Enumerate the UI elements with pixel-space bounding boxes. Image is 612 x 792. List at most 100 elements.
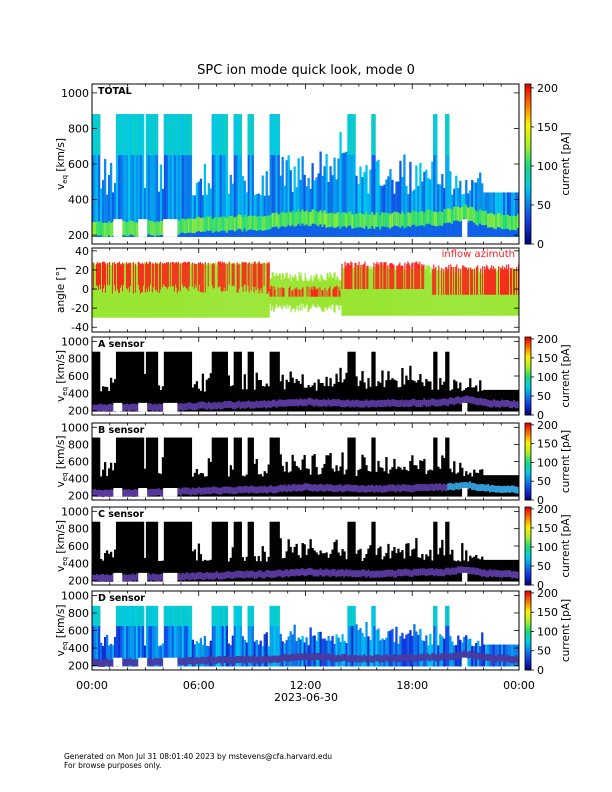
spectrogram-core xyxy=(355,213,358,228)
spectrogram-column xyxy=(399,160,402,237)
colorbar-cell xyxy=(525,352,531,356)
spectrogram-core xyxy=(211,656,215,664)
spectrogram-column xyxy=(281,374,284,412)
spectrogram-column xyxy=(117,351,121,412)
colorbar-cell xyxy=(525,385,531,389)
spectrogram-column xyxy=(231,385,234,412)
spectrogram-core xyxy=(467,651,470,659)
spectrogram-column xyxy=(263,551,266,582)
spectrogram-core xyxy=(397,654,400,662)
colorbar-cell xyxy=(525,461,531,464)
spectrogram-column xyxy=(441,384,444,412)
colorbar-cell xyxy=(525,492,531,495)
colorbar-cell xyxy=(525,490,531,493)
angle-sample xyxy=(386,265,388,316)
azimuth-sample xyxy=(179,263,181,292)
spectrogram-low xyxy=(213,231,217,237)
colorbar-cell xyxy=(525,622,531,626)
spectrogram-core xyxy=(327,653,330,661)
spectrogram-core xyxy=(265,401,268,409)
colorbar-cell xyxy=(525,608,531,612)
spectrogram-column xyxy=(351,437,354,497)
spectrogram-column xyxy=(159,390,163,412)
data-gap xyxy=(138,657,148,667)
spectrogram-core xyxy=(299,484,302,492)
spectrogram-core xyxy=(423,568,426,576)
angle-sample xyxy=(213,263,215,318)
azimuth-sample xyxy=(288,288,290,297)
azimuth-sample xyxy=(399,262,401,290)
spectrogram-high-band xyxy=(211,605,215,627)
spectrogram-column xyxy=(225,114,228,237)
spectrogram-core xyxy=(467,482,470,490)
spectrogram-core xyxy=(341,485,344,493)
spectrogram-core xyxy=(353,655,356,663)
spectrogram-high-band xyxy=(169,114,173,156)
spectrogram-core xyxy=(297,653,300,661)
spectrogram-column xyxy=(139,605,143,667)
angle-sample xyxy=(150,264,153,318)
data-gap xyxy=(163,488,178,497)
spectrogram-column xyxy=(281,465,284,497)
spectrogram-column xyxy=(509,389,512,412)
spectrogram-column xyxy=(233,437,236,497)
colorbar-cell xyxy=(525,473,531,476)
spectrogram-core xyxy=(451,483,454,491)
azimuth-sample xyxy=(104,263,107,293)
angle-sample xyxy=(384,269,386,316)
azimuth-sample xyxy=(292,289,294,297)
spectrogram-high-band xyxy=(217,605,221,627)
angle-sample xyxy=(166,264,169,318)
spectrogram-core xyxy=(479,397,482,405)
azimuth-sample xyxy=(202,264,204,293)
spectrogram-column xyxy=(227,193,230,237)
spectrogram-core xyxy=(301,484,304,492)
spectrogram-high-band xyxy=(151,114,155,156)
spectrogram-column xyxy=(131,114,135,237)
spectrogram-column xyxy=(479,172,482,237)
spectrogram-core xyxy=(92,489,95,497)
colorbar-cell xyxy=(525,592,531,596)
spectrogram-high-band xyxy=(147,605,151,627)
y-tick-label: 200 xyxy=(68,575,89,588)
spectrogram-core xyxy=(291,653,294,661)
spectrogram-column xyxy=(103,159,107,237)
spectrogram-high-band xyxy=(123,114,127,156)
spectrogram-core xyxy=(261,216,264,231)
angle-sample xyxy=(366,269,368,316)
spectrogram-high-band xyxy=(273,605,276,627)
spectrogram-column xyxy=(441,636,444,667)
spectrogram-low xyxy=(479,223,482,237)
spectrogram-core xyxy=(279,654,282,662)
spectrogram-low xyxy=(477,225,480,237)
azimuth-sample xyxy=(295,289,297,297)
spectrogram-low xyxy=(337,226,340,237)
spectrogram-column xyxy=(381,467,384,497)
angle-sample xyxy=(415,267,417,316)
spectrogram-core xyxy=(267,570,270,578)
spectrogram-core xyxy=(483,211,486,226)
spectrogram-column xyxy=(415,631,418,667)
spectrogram-core xyxy=(99,403,103,411)
spectrogram-column xyxy=(139,351,143,412)
colorbar-tick-label: 150 xyxy=(537,606,558,619)
spectrogram-core xyxy=(219,656,222,664)
colorbar-cell xyxy=(525,528,531,531)
azimuth-sample xyxy=(398,264,400,290)
spectrogram-core xyxy=(335,485,338,492)
spectrogram-column xyxy=(371,351,374,412)
spectrogram-column xyxy=(443,555,446,582)
angle-sample xyxy=(137,265,140,318)
spectrogram-column xyxy=(323,386,326,412)
spectrogram-core xyxy=(195,657,199,665)
spectrogram-core xyxy=(453,567,456,575)
spectrogram-core xyxy=(191,219,195,234)
colorbar-cell xyxy=(525,482,531,486)
spectrogram-core xyxy=(451,567,454,575)
spectrogram-core xyxy=(393,570,396,578)
colorbar-tick-label: 150 xyxy=(537,352,558,365)
spectrogram-core xyxy=(471,652,474,660)
spectrogram-high-band xyxy=(123,605,127,627)
spectrogram-low xyxy=(357,227,360,237)
spectrogram-low xyxy=(449,222,452,237)
